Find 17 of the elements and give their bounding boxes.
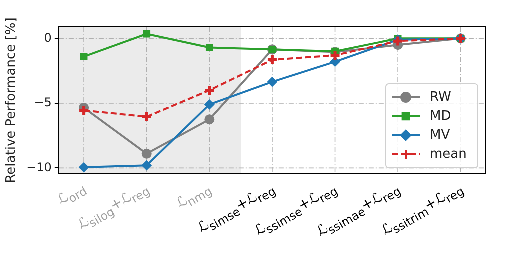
point [142, 148, 152, 159]
point [204, 114, 215, 125]
point [142, 160, 152, 171]
legend-label: MV [430, 128, 450, 143]
y-tick-label: −10 [26, 160, 52, 174]
y-axis-title: Relative Performance [%] [4, 18, 20, 184]
legend-label: RW [430, 90, 452, 105]
point [267, 77, 278, 88]
legend-label: mean [430, 146, 467, 162]
point [80, 53, 88, 60]
point [79, 162, 90, 173]
legend-label: MD [430, 108, 452, 124]
y-tick-label: −5 [34, 96, 52, 110]
point [143, 30, 151, 38]
y-tick-label: 0 [44, 30, 52, 45]
point [206, 44, 214, 52]
point [204, 100, 215, 110]
